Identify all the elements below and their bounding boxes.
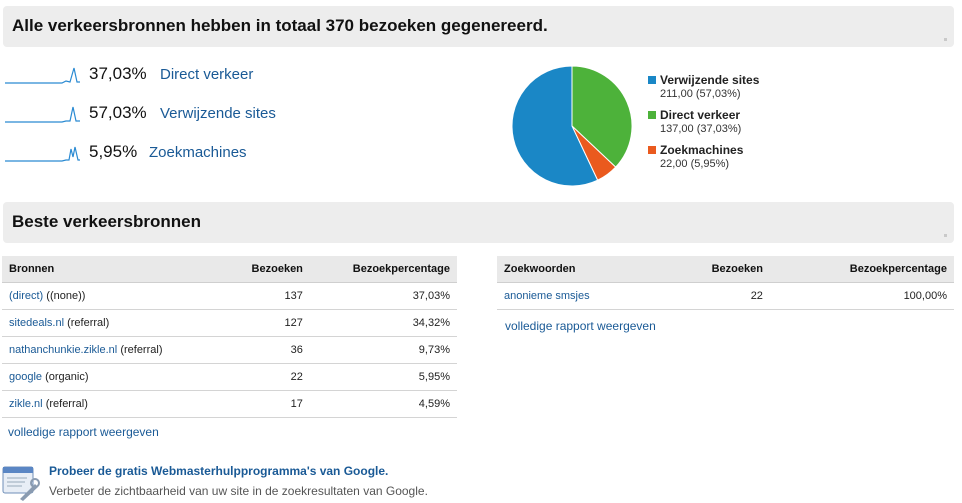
sparkline-direct-icon bbox=[5, 67, 80, 84]
percent-cell: 5,95% bbox=[309, 363, 457, 391]
table-header-row: Bronnen Bezoeken Bezoekpercentage bbox=[2, 256, 457, 283]
column-header-percent: Bezoekpercentage bbox=[769, 256, 954, 283]
legend-name: Direct verkeer bbox=[660, 108, 741, 122]
keywords-table: Zoekwoorden Bezoeken Bezoekpercentage an… bbox=[497, 256, 954, 310]
column-header-keywords: Zoekwoorden bbox=[497, 256, 662, 283]
pie-slice-direct-verkeer bbox=[571, 65, 633, 168]
source-cell: sitedeals.nl (referral) bbox=[2, 309, 224, 337]
source-cell: zikle.nl (referral) bbox=[2, 390, 224, 418]
source-medium: (referral) bbox=[67, 317, 110, 329]
keywords-report-link[interactable]: volledige rapport weergeven bbox=[505, 319, 656, 333]
promo-title-link[interactable]: Probeer de gratis Webmasterhulpprogramma… bbox=[49, 464, 389, 478]
legend-value: 22,00 (5,95%) bbox=[660, 158, 730, 170]
percent-cell: 4,59% bbox=[309, 390, 457, 418]
visits-cell: 36 bbox=[223, 336, 310, 364]
source-percent: 37,03% bbox=[89, 64, 147, 83]
table-row: (direct) ((none)) 137 37,03% bbox=[2, 282, 457, 310]
percent-cell: 9,73% bbox=[309, 336, 457, 364]
source-percent: 57,03% bbox=[89, 103, 147, 122]
source-row-referral: 57,03% Verwijzende sites bbox=[4, 102, 304, 128]
legend-name: Zoekmachines bbox=[660, 143, 744, 157]
header-corner-mark bbox=[944, 38, 947, 41]
column-header-visits: Bezoeken bbox=[661, 256, 770, 283]
source-percent: 5,95% bbox=[89, 142, 138, 161]
top-sources-title: Beste verkeersbronnen bbox=[12, 212, 201, 231]
table-row: anonieme smsjes 22 100,00% bbox=[497, 282, 954, 310]
top-sources-header: Beste verkeersbronnen bbox=[3, 202, 954, 243]
visits-cell: 17 bbox=[223, 390, 310, 418]
legend-value: 137,00 (37,03%) bbox=[660, 123, 742, 135]
sparkline-search-icon bbox=[5, 146, 80, 162]
keyword-link[interactable]: anonieme smsjes bbox=[504, 290, 590, 302]
legend-swatch bbox=[648, 146, 656, 154]
source-medium: ((none)) bbox=[46, 290, 86, 302]
table-row: zikle.nl (referral) 17 4,59% bbox=[2, 390, 457, 418]
source-cell: (direct) ((none)) bbox=[2, 282, 224, 310]
source-cell: nathanchunkie.zikle.nl (referral) bbox=[2, 336, 224, 364]
sources-report-link[interactable]: volledige rapport weergeven bbox=[8, 425, 159, 439]
column-header-sources: Bronnen bbox=[2, 256, 224, 283]
summary-header: Alle verkeersbronnen hebben in totaal 37… bbox=[3, 6, 954, 47]
legend-swatch bbox=[648, 111, 656, 119]
table-row: google (organic) 22 5,95% bbox=[2, 363, 457, 391]
pie-slice-verwijzende-sites bbox=[511, 65, 599, 187]
source-row-direct: 37,03% Direct verkeer bbox=[4, 63, 304, 89]
traffic-pie-chart bbox=[511, 65, 633, 187]
source-cell: google (organic) bbox=[2, 363, 224, 391]
source-row-search: 5,95% Zoekmachines bbox=[4, 141, 304, 167]
webmaster-tools-icon bbox=[2, 466, 40, 501]
promo-description: Verbeter de zichtbaarheid van uw site in… bbox=[49, 484, 428, 498]
source-medium: (organic) bbox=[45, 371, 89, 383]
percent-cell: 37,03% bbox=[309, 282, 457, 310]
table-header-row: Zoekwoorden Bezoeken Bezoekpercentage bbox=[497, 256, 954, 283]
source-link-direct[interactable]: Direct verkeer bbox=[160, 66, 254, 83]
visits-cell: 22 bbox=[661, 282, 770, 310]
source-link[interactable]: (direct) bbox=[9, 290, 44, 302]
percent-cell: 100,00% bbox=[769, 282, 954, 310]
source-link[interactable]: sitedeals.nl bbox=[9, 317, 65, 329]
source-link[interactable]: zikle.nl bbox=[9, 398, 43, 410]
sources-table: Bronnen Bezoeken Bezoekpercentage (direc… bbox=[2, 256, 457, 418]
source-medium: (referral) bbox=[45, 398, 88, 410]
header-corner-mark bbox=[944, 234, 947, 237]
keyword-cell: anonieme smsjes bbox=[497, 282, 662, 310]
source-link-search[interactable]: Zoekmachines bbox=[149, 144, 247, 161]
summary-title: Alle verkeersbronnen hebben in totaal 37… bbox=[12, 16, 548, 35]
column-header-visits: Bezoeken bbox=[223, 256, 310, 283]
source-link[interactable]: google bbox=[9, 371, 43, 383]
sparkline-referral-icon bbox=[5, 106, 80, 123]
visits-cell: 137 bbox=[223, 282, 310, 310]
legend-name: Verwijzende sites bbox=[660, 73, 760, 87]
table-row: sitedeals.nl (referral) 127 34,32% bbox=[2, 309, 457, 337]
source-link[interactable]: nathanchunkie.zikle.nl bbox=[9, 344, 118, 356]
column-header-percent: Bezoekpercentage bbox=[309, 256, 457, 283]
source-medium: (referral) bbox=[120, 344, 163, 356]
visits-cell: 22 bbox=[223, 363, 310, 391]
visits-cell: 127 bbox=[223, 309, 310, 337]
legend-value: 211,00 (57,03%) bbox=[660, 88, 741, 100]
table-row: nathanchunkie.zikle.nl (referral) 36 9,7… bbox=[2, 336, 457, 364]
legend-swatch bbox=[648, 76, 656, 84]
percent-cell: 34,32% bbox=[309, 309, 457, 337]
source-link-referral[interactable]: Verwijzende sites bbox=[160, 105, 276, 122]
